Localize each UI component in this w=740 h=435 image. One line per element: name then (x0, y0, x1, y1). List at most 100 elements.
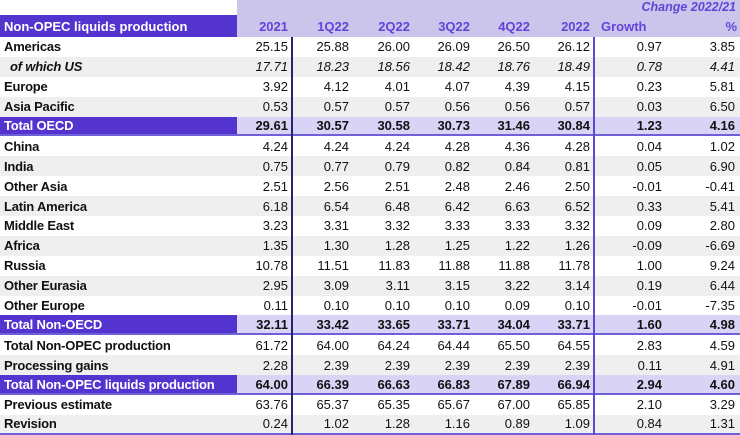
cell-value: 2.48 (444, 178, 470, 194)
cell-value: 0.57 (564, 99, 590, 115)
table-row: Other Asia 2.51 2.56 2.51 2.48 2.46 2.50 -0.01 -… (0, 176, 740, 197)
cell-value: 4.59 (709, 337, 735, 353)
col-header--: % (725, 18, 737, 34)
cell-value: 34.04 (497, 316, 530, 332)
cell-value: 4.24 (323, 138, 349, 154)
cell-value: 26.50 (497, 39, 530, 55)
cell-value: 33.65 (377, 316, 410, 332)
cell-value: 1.02 (709, 138, 735, 154)
cell-value: -0.09 (632, 238, 662, 254)
cell-value: 66.63 (377, 376, 410, 392)
row-label: Other Europe (4, 298, 85, 314)
cell-value: 4.91 (709, 357, 735, 373)
column-headers: 2021 1Q22 2Q22 3Q22 4Q22 2022 Growth% (237, 15, 740, 37)
cell-value: 3.23 (262, 218, 288, 234)
cell-value: 17.71 (255, 59, 288, 75)
cell-value: 2.51 (384, 178, 410, 194)
cell-value: 3.31 (323, 218, 349, 234)
header-right: Change 2022/21 2021 1Q22 2Q22 3Q22 4Q22 2022 G… (237, 0, 740, 37)
cell-value: 2.39 (384, 357, 410, 373)
cell-value: 0.75 (262, 158, 288, 174)
cell-value: 18.23 (316, 59, 349, 75)
cell-value: 0.23 (636, 79, 662, 95)
cell-value: 0.09 (504, 298, 530, 314)
cell-value: 11.88 (438, 258, 470, 274)
cell-value: 0.10 (564, 298, 590, 314)
table-row: Total Non-OPEC liquids production 64.00 66… (0, 375, 740, 396)
cell-value: 3.85 (709, 39, 735, 55)
cell-value: 6.52 (564, 198, 590, 214)
cell-value: 18.76 (497, 59, 530, 75)
cell-value: 4.98 (709, 316, 735, 332)
cell-value: 4.28 (444, 138, 470, 154)
cell-value: -6.69 (705, 238, 735, 254)
cell-value: 0.04 (636, 138, 662, 154)
cell-value: -7.35 (705, 298, 735, 314)
row-label: Other Asia (4, 178, 68, 194)
cell-value: 64.55 (557, 337, 590, 353)
cell-value: 3.32 (384, 218, 410, 234)
cell-value: 31.46 (497, 118, 530, 133)
cell-value: 1.28 (384, 238, 410, 254)
cell-value: 0.77 (323, 158, 349, 174)
col-header-2021: 2021 (259, 18, 288, 34)
cell-value: 1.25 (444, 238, 470, 254)
row-label: Total OECD (0, 116, 237, 135)
cell-value: 18.42 (437, 59, 470, 75)
cell-value: -0.01 (632, 178, 662, 194)
table-row: Russia 10.78 11.51 11.83 11.88 11.88 11.78 1.00… (0, 255, 740, 276)
cell-value: 3.15 (444, 278, 470, 294)
cell-value: 30.58 (377, 118, 410, 133)
cell-value: 4.41 (709, 59, 735, 75)
cell-value: 64.00 (316, 337, 349, 353)
cell-value: 0.81 (564, 158, 590, 174)
row-label: Africa (4, 238, 40, 254)
cell-value: 0.57 (384, 99, 410, 115)
cell-value: 0.84 (636, 416, 662, 432)
cell-value: 1.31 (709, 416, 735, 432)
cell-value: 18.49 (557, 59, 590, 75)
cell-value: 3.22 (504, 278, 530, 294)
cell-value: 0.09 (636, 218, 662, 234)
table-title: Non-OPEC liquids production (0, 15, 237, 37)
cell-value: 4.16 (709, 118, 735, 133)
cell-value: 4.07 (444, 79, 470, 95)
col-header-4q22: 4Q22 (498, 18, 530, 34)
cell-value: 6.48 (384, 198, 410, 214)
cell-value: 1.23 (636, 118, 662, 133)
cell-value: 2.39 (323, 357, 349, 373)
row-label: Total Non-OPEC liquids production (0, 375, 237, 394)
cell-value: 0.89 (504, 416, 530, 432)
cell-value: 1.22 (504, 238, 530, 254)
cell-value: 5.81 (709, 79, 735, 95)
cell-value: 0.24 (262, 416, 288, 432)
cell-value: 2.51 (262, 178, 288, 194)
cell-value: 11.78 (558, 258, 590, 274)
cell-value: 4.39 (504, 79, 530, 95)
cell-value: 2.94 (636, 376, 662, 392)
row-label: Total Non-OECD (0, 315, 237, 334)
cell-value: 30.73 (437, 118, 470, 133)
cell-value: 3.92 (262, 79, 288, 95)
cell-value: 0.10 (384, 298, 410, 314)
table-row: Asia Pacific 0.53 0.57 0.57 0.56 0.56 0.57 0.03… (0, 96, 740, 117)
cell-value: 3.33 (444, 218, 470, 234)
cell-value: 65.35 (377, 397, 410, 413)
cell-value: 2.50 (564, 178, 590, 194)
row-label: Russia (4, 258, 46, 274)
cell-value: 4.36 (504, 138, 530, 154)
row-label: Total Non-OPEC production (4, 337, 171, 353)
cell-value: 0.82 (444, 158, 470, 174)
cell-value: 4.24 (262, 138, 288, 154)
col-header-2q22: 2Q22 (378, 18, 410, 34)
cell-value: 67.00 (497, 397, 530, 413)
cell-value: 33.71 (437, 316, 470, 332)
cell-value: 0.97 (636, 39, 662, 55)
col-header-3q22: 3Q22 (438, 18, 470, 34)
cell-value: 0.79 (384, 158, 410, 174)
table-row: Other Eurasia 2.95 3.09 3.11 3.15 3.22 3.14 0.1… (0, 275, 740, 296)
change-period-label: Change 2022/21 (641, 0, 737, 14)
cell-value: 0.10 (323, 298, 349, 314)
cell-value: 67.89 (497, 376, 530, 392)
header-left: Non-OPEC liquids production (0, 0, 237, 37)
